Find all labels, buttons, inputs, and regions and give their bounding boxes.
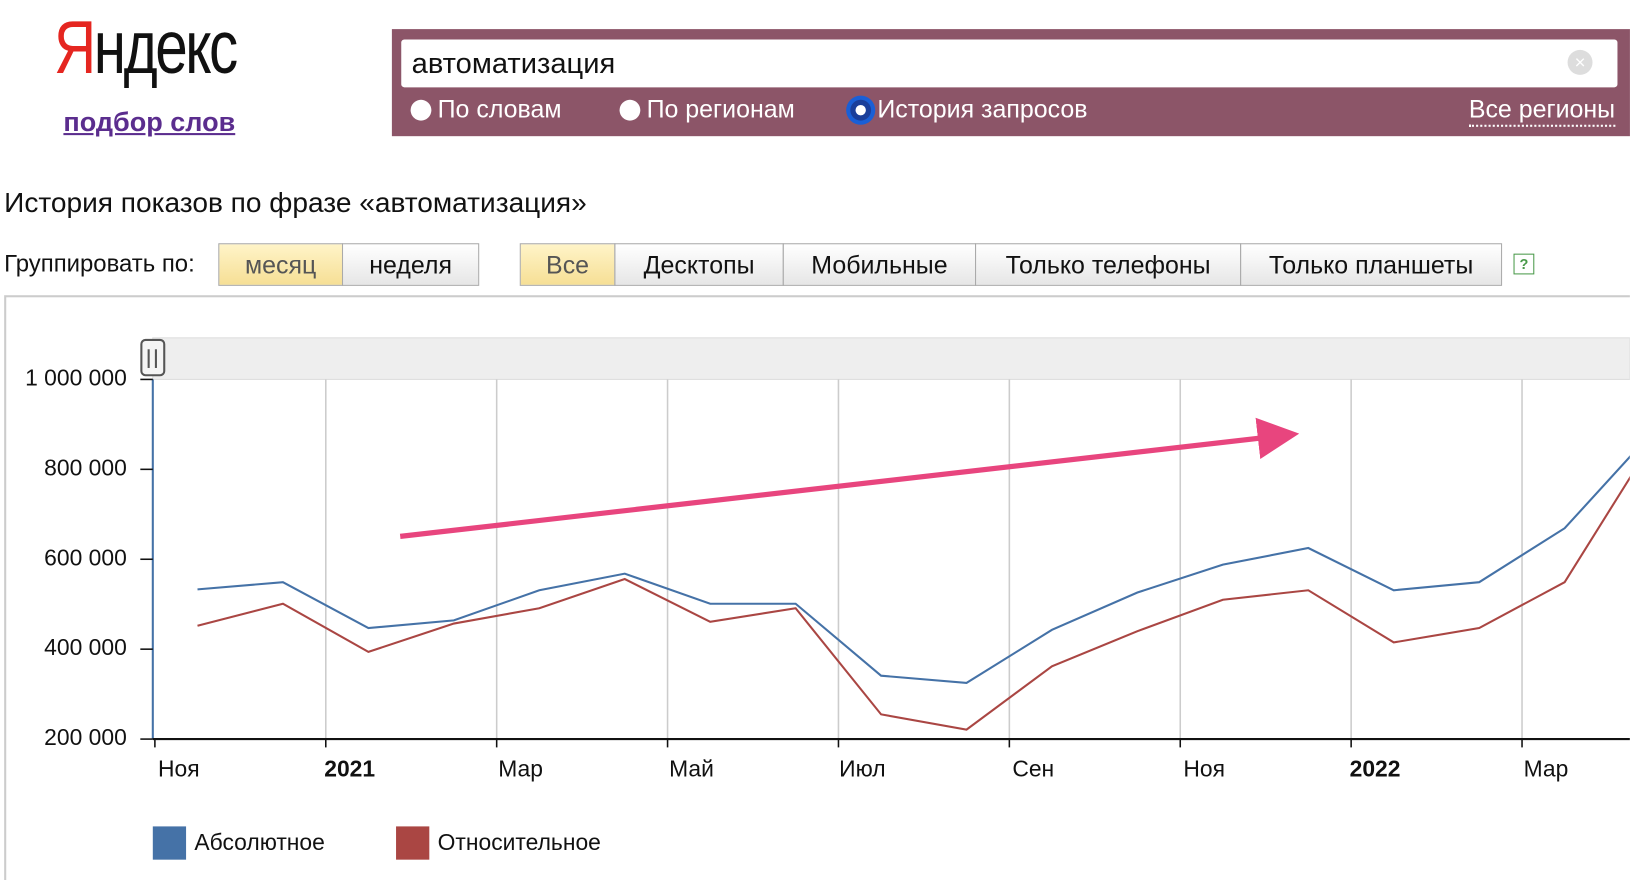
x-tick-label: Мар: [498, 755, 543, 781]
device-button[interactable]: Мобильные: [782, 243, 977, 286]
regions-link[interactable]: Все регионы: [1468, 96, 1616, 127]
legend-swatch: [396, 826, 430, 860]
group-button[interactable]: месяц: [218, 243, 344, 286]
logo[interactable]: Яндекс: [54, 6, 238, 90]
chart-frame: [4, 295, 1630, 880]
legend-swatch: [152, 826, 187, 860]
x-tick-label: Мар: [1524, 755, 1569, 781]
x-tick-label: 2021: [324, 755, 375, 781]
x-tick-label: 2022: [1350, 755, 1401, 781]
device-button[interactable]: Только планшеты: [1240, 243, 1503, 286]
y-tick-label: 400 000: [44, 634, 127, 660]
x-tick-label: Июл: [839, 755, 885, 781]
radio: [850, 99, 872, 121]
x-tick-label: Сен: [1012, 755, 1054, 781]
subtitle-link[interactable]: подбор слов: [63, 106, 236, 138]
mode-label: По регионам: [646, 95, 795, 124]
x-tick-label: Ноя: [1183, 755, 1225, 781]
clear-button[interactable]: ×: [1567, 49, 1593, 75]
x-tick-label: Май: [669, 755, 714, 781]
legend-label: Абсолютное: [194, 829, 324, 855]
series-line: [197, 455, 1630, 684]
mode-radio[interactable]: История запросов: [850, 96, 1087, 125]
heading: История показов по фразе «автоматизация»: [4, 187, 587, 219]
query: автоматизация: [411, 46, 616, 80]
group-label: Группировать по:: [4, 249, 195, 277]
range-slider[interactable]: [152, 337, 1630, 380]
y-tick-label: 600 000: [44, 544, 127, 570]
series-line: [197, 475, 1630, 731]
search-input[interactable]: автоматизация ×: [401, 39, 1618, 88]
group-button[interactable]: неделя: [341, 243, 480, 286]
radio: [410, 99, 432, 121]
mode-label: По словам: [437, 95, 562, 124]
y-tick-label: 1 000 000: [25, 364, 127, 390]
device-button[interactable]: Десктопы: [614, 243, 784, 286]
mode-radio[interactable]: По словам: [410, 95, 562, 125]
trend-arrow: [399, 417, 1300, 539]
x-tick-label: Ноя: [158, 755, 200, 781]
slider-handle[interactable]: [140, 338, 166, 377]
y-tick-label: 200 000: [44, 724, 127, 750]
mode-radio[interactable]: По регионам: [619, 95, 795, 125]
device-button[interactable]: Только телефоны: [975, 243, 1242, 286]
y-tick-label: 800 000: [44, 454, 127, 480]
help-icon[interactable]: ?: [1513, 253, 1535, 275]
legend-label: Относительное: [438, 829, 601, 855]
mode-label: История запросов: [877, 95, 1088, 124]
radio: [619, 99, 641, 121]
